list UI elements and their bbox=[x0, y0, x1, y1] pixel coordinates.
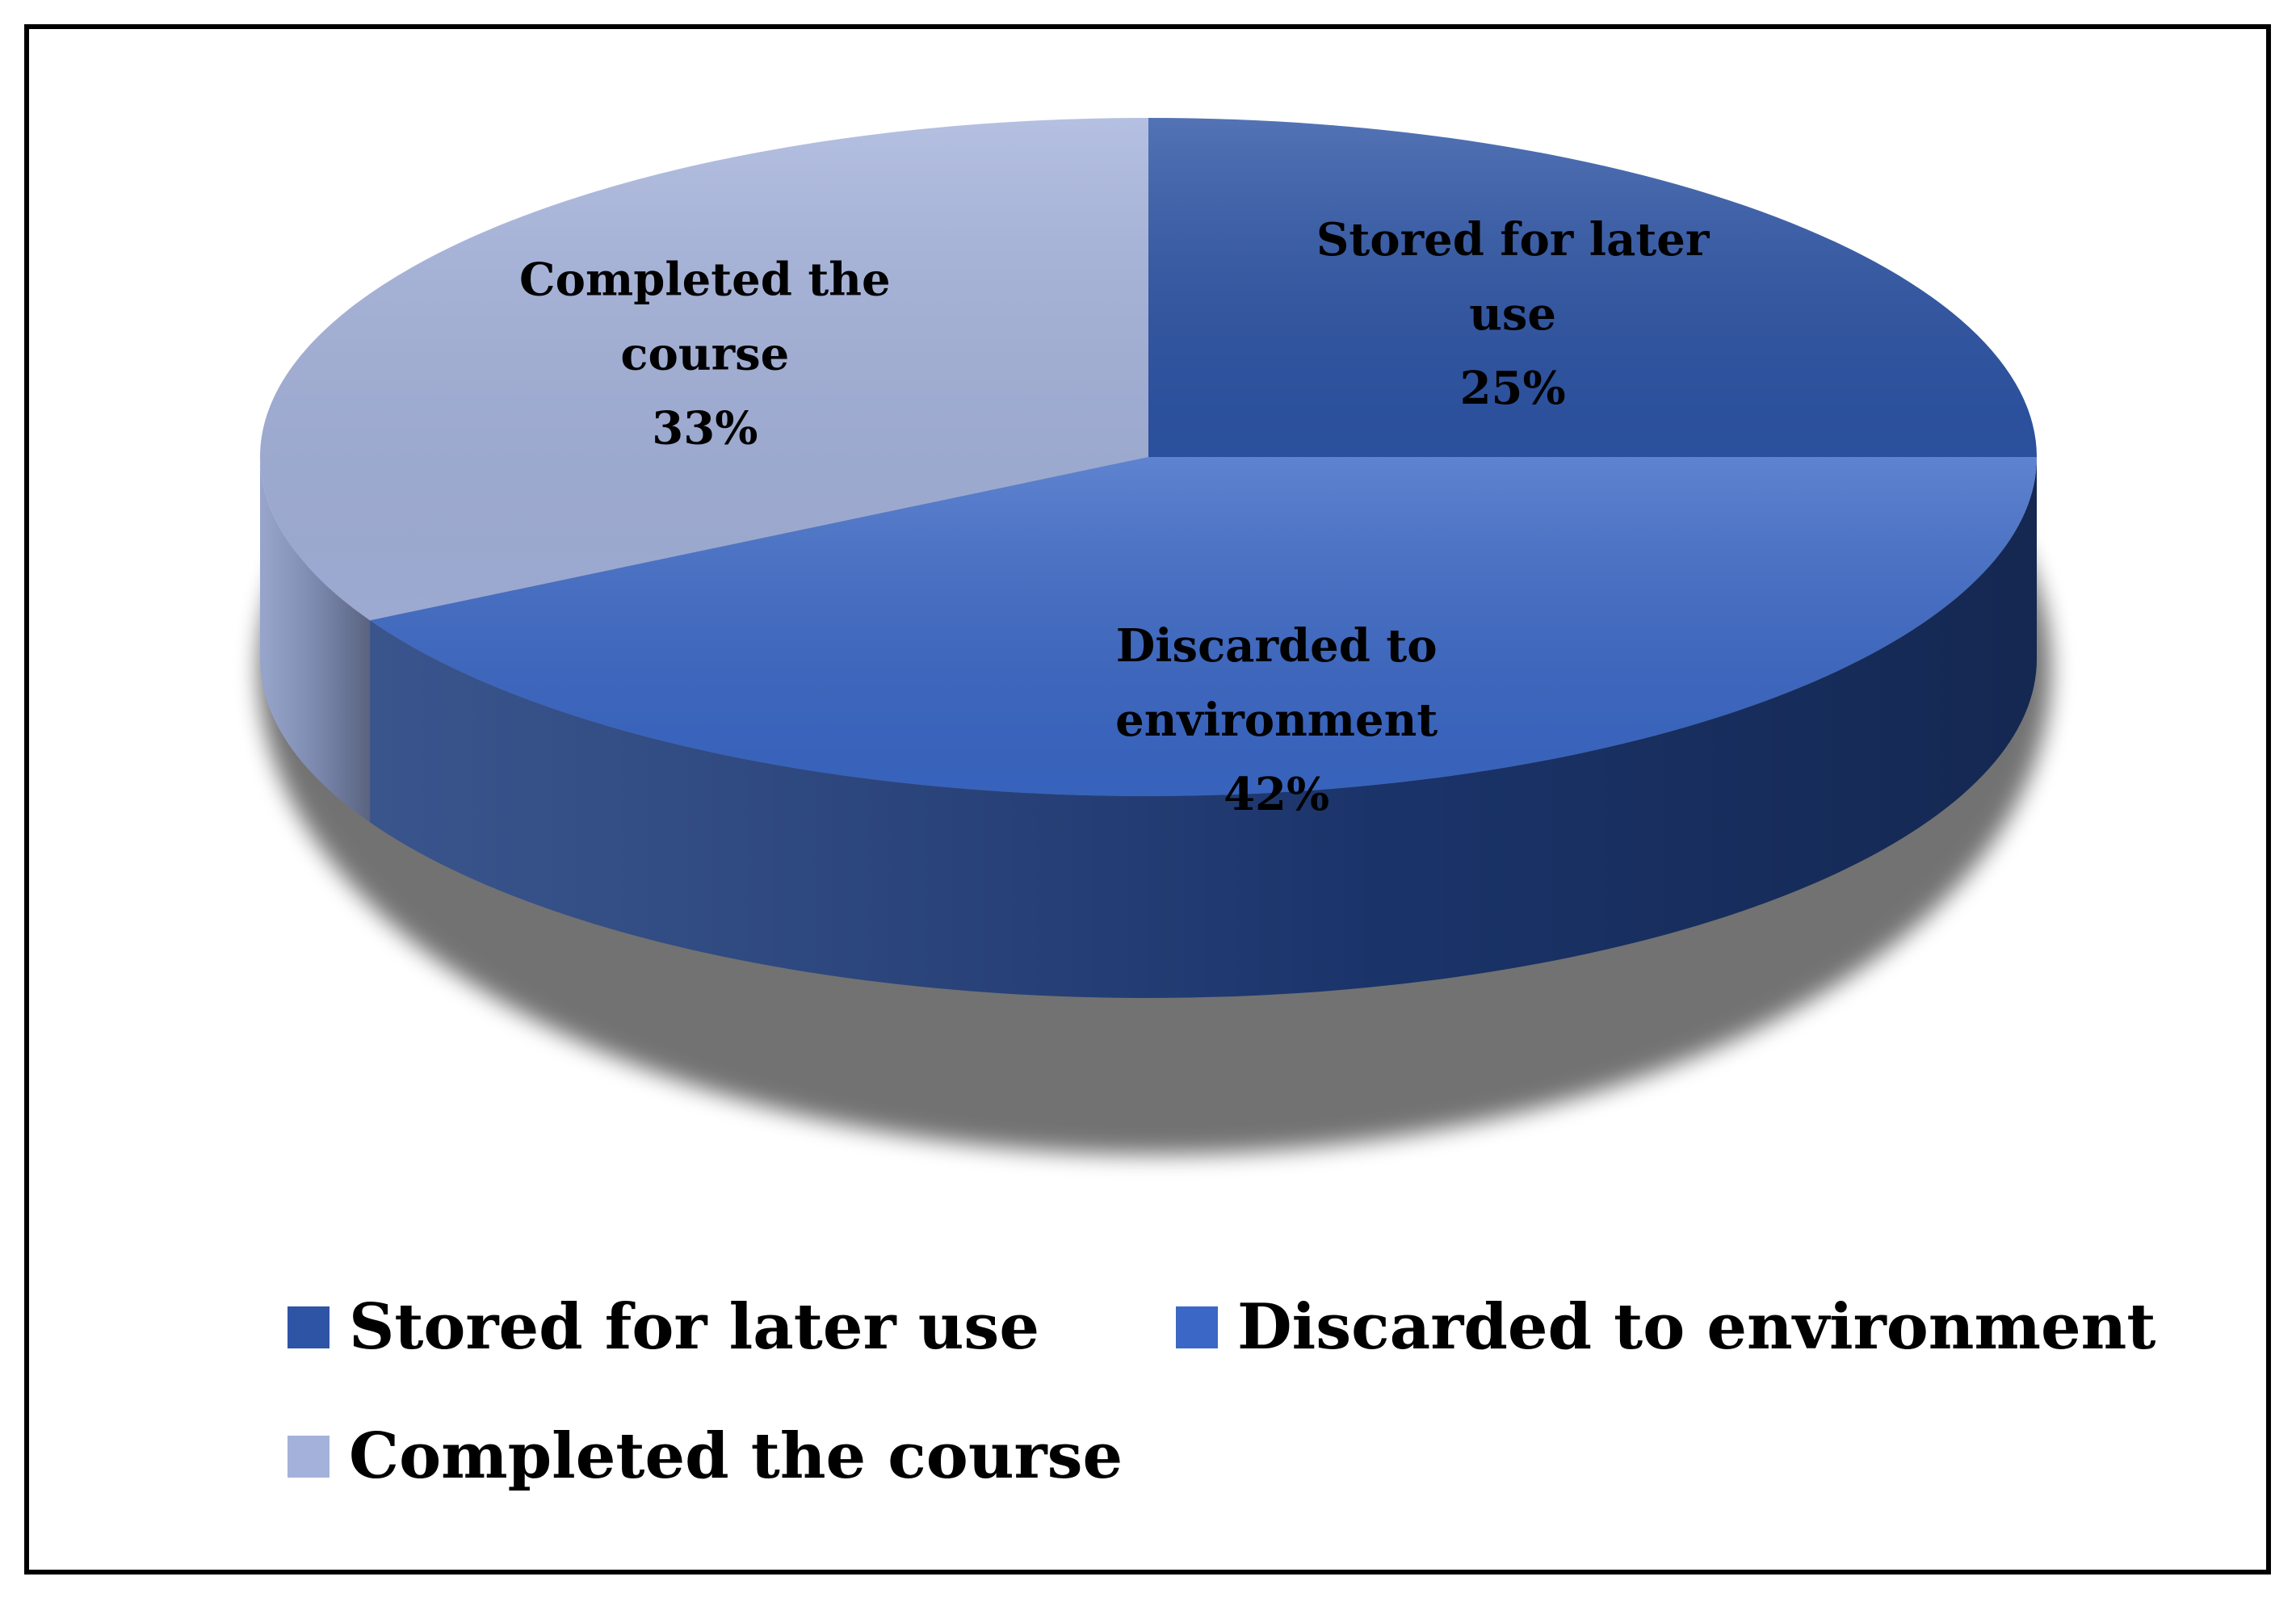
slice-value-label-discarded-to-environment: 42% bbox=[1224, 768, 1329, 821]
legend: Stored for later use Discarded to environ… bbox=[288, 1290, 2155, 1493]
slice-label-stored-for-later-use: Stored for later bbox=[1316, 213, 1710, 266]
slice-label-stored-for-later-use: use bbox=[1469, 287, 1556, 341]
legend-swatch-discarded-to-environment bbox=[1176, 1306, 1218, 1348]
slice-value-label-stored-for-later-use: 25% bbox=[1460, 362, 1566, 415]
legend-label-completed-the-course: Completed the course bbox=[349, 1419, 1123, 1493]
legend-swatch-completed-the-course bbox=[288, 1436, 329, 1478]
legend-swatch-stored-for-later-use bbox=[288, 1306, 329, 1348]
slice-label-discarded-to-environment: Discarded to bbox=[1116, 619, 1438, 673]
legend-label-stored-for-later-use: Stored for later use bbox=[349, 1290, 1039, 1364]
slice-value-label-completed-the-course: 33% bbox=[652, 402, 758, 455]
legend-label-discarded-to-environment: Discarded to environment bbox=[1237, 1290, 2155, 1364]
pie-slice-shade-stored-for-later-use bbox=[1148, 118, 2037, 457]
slice-label-completed-the-course: Completed the bbox=[519, 254, 891, 307]
slice-label-discarded-to-environment: environment bbox=[1115, 694, 1438, 747]
slice-label-completed-the-course: course bbox=[620, 328, 789, 381]
